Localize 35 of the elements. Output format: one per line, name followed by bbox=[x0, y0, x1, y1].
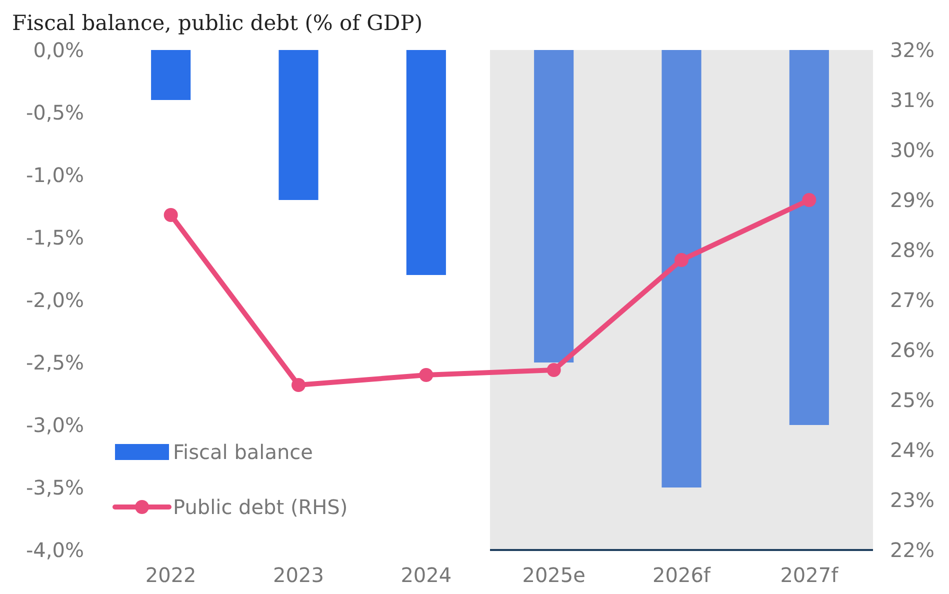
point bbox=[292, 378, 306, 392]
legend-label: Public debt (RHS) bbox=[173, 495, 348, 519]
y-tick-label: -0,5% bbox=[26, 100, 84, 124]
y2-tick-label: 29% bbox=[890, 188, 934, 212]
y-tick-label: -1,5% bbox=[26, 226, 84, 250]
y-tick-label: 0,0% bbox=[33, 38, 84, 62]
legend-label: Fiscal balance bbox=[173, 440, 313, 464]
point bbox=[419, 368, 434, 382]
y-tick-label: -3,5% bbox=[26, 476, 84, 500]
y2-tick-label: 26% bbox=[890, 338, 934, 362]
y2-tick-label: 30% bbox=[890, 138, 934, 162]
y2-tick-label: 27% bbox=[890, 288, 934, 312]
y2-tick-label: 22% bbox=[890, 538, 934, 562]
y-tick-label: -4,0% bbox=[26, 538, 84, 562]
point bbox=[546, 363, 561, 377]
y2-tick-label: 28% bbox=[890, 238, 934, 262]
point bbox=[802, 193, 816, 207]
y2-tick-label: 25% bbox=[890, 388, 934, 412]
y2-tick-label: 24% bbox=[890, 438, 934, 462]
x-tick-label: 2026f bbox=[652, 563, 712, 587]
x-tick-label: 2025e bbox=[522, 563, 586, 587]
x-tick-label: 2027f bbox=[780, 563, 840, 587]
y-tick-label: -2,0% bbox=[26, 288, 84, 312]
y2-tick-label: 23% bbox=[890, 488, 934, 512]
chart-title: Fiscal balance, public debt (% of GDP) bbox=[12, 11, 423, 35]
x-tick-label: 2024 bbox=[400, 563, 452, 587]
y-tick-label: -3,0% bbox=[26, 413, 84, 437]
y2-tick-label: 31% bbox=[890, 88, 934, 112]
y2-tick-label: 32% bbox=[890, 38, 934, 62]
point bbox=[164, 208, 178, 222]
x-tick-label: 2022 bbox=[145, 563, 196, 587]
y-tick-label: -2,5% bbox=[26, 350, 84, 374]
y-tick-label: -1,0% bbox=[26, 163, 84, 187]
x-tick-label: 2023 bbox=[273, 563, 324, 587]
point bbox=[674, 253, 688, 267]
